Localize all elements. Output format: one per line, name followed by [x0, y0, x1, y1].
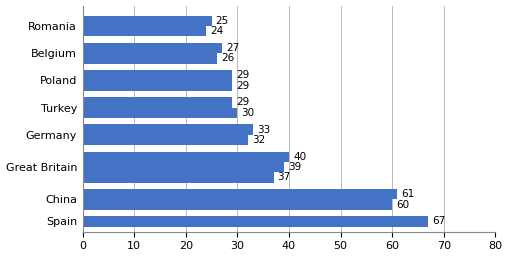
Bar [83, 16, 212, 26]
Bar [83, 162, 284, 172]
Text: 60: 60 [396, 200, 409, 209]
Text: 32: 32 [252, 135, 265, 145]
Text: 29: 29 [236, 97, 249, 107]
Text: 67: 67 [432, 216, 446, 226]
Text: 37: 37 [278, 172, 291, 182]
Text: 33: 33 [257, 125, 270, 135]
Bar [83, 97, 232, 108]
Bar [83, 26, 206, 36]
Bar [83, 53, 217, 64]
Text: 29: 29 [236, 81, 249, 91]
Bar [83, 189, 397, 199]
Text: 39: 39 [288, 162, 301, 172]
Bar [83, 199, 392, 210]
Bar [83, 172, 273, 182]
Bar [83, 70, 232, 80]
Bar [83, 135, 248, 145]
Text: 40: 40 [293, 152, 306, 162]
Bar [83, 124, 253, 135]
Bar [83, 108, 237, 118]
Bar [83, 152, 289, 162]
Text: 30: 30 [241, 108, 255, 118]
Text: 26: 26 [221, 53, 234, 63]
Text: 24: 24 [211, 26, 224, 36]
Text: 29: 29 [236, 70, 249, 80]
Text: 25: 25 [216, 16, 229, 26]
Bar [83, 43, 222, 53]
Text: 27: 27 [226, 43, 239, 53]
Bar [83, 216, 428, 227]
Text: 61: 61 [401, 189, 415, 199]
Bar [83, 80, 232, 91]
